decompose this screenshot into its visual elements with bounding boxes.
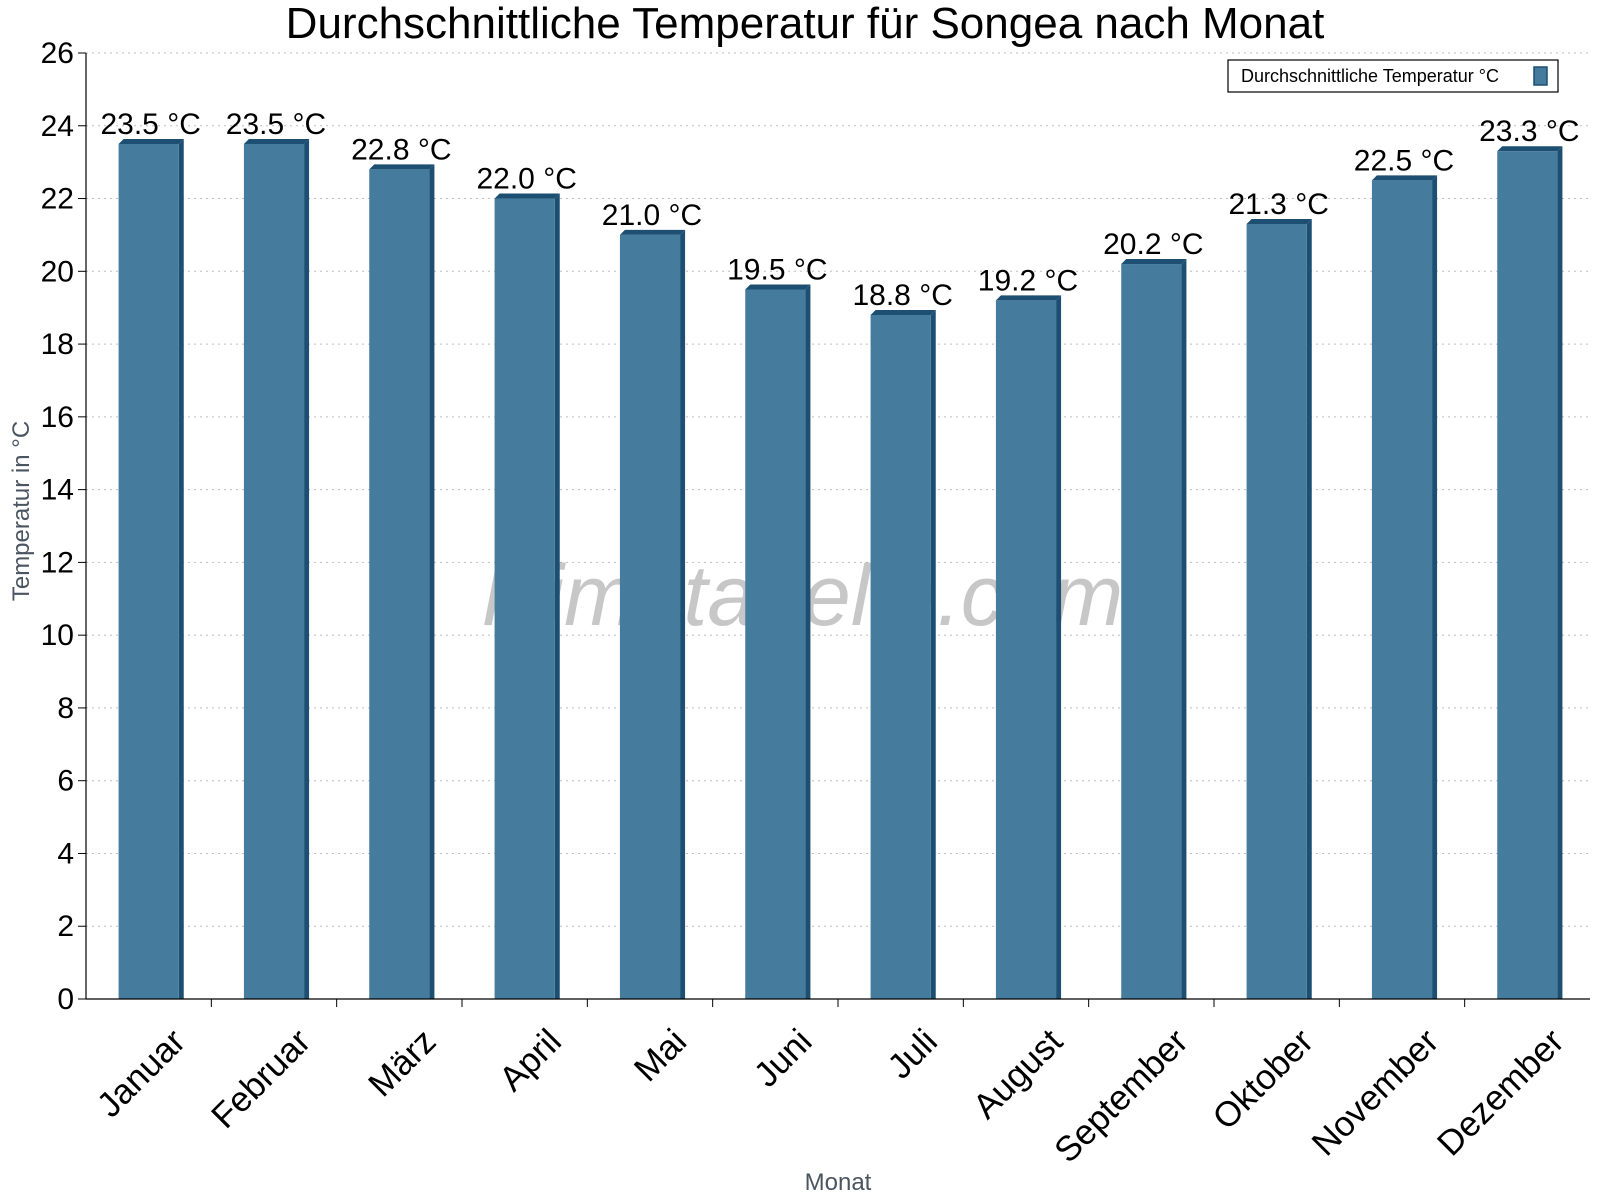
bar: [1121, 264, 1182, 999]
data-label: 23.3 °C: [1479, 115, 1579, 148]
bar-side: [1432, 175, 1438, 999]
y-tick-label: 10: [41, 619, 74, 652]
y-tick-label: 8: [57, 692, 74, 725]
data-label: 19.2 °C: [978, 264, 1078, 297]
bar: [1246, 224, 1307, 999]
bar-top: [745, 284, 811, 290]
bar: [1371, 180, 1433, 999]
legend-box: [1227, 59, 1559, 93]
data-label: 22.0 °C: [476, 163, 576, 196]
bar: [870, 314, 931, 999]
grid-lines: [86, 52, 1590, 927]
bar-top: [1246, 219, 1312, 225]
x-tick-label: Januar: [90, 1021, 193, 1124]
bar: [118, 143, 179, 999]
bar-side: [304, 138, 310, 999]
legend: Durchschnittliche Temperatur °C: [1227, 59, 1559, 93]
y-tick-label: 16: [41, 401, 74, 434]
y-tick-label: 22: [41, 183, 74, 216]
data-label: 22.5 °C: [1354, 144, 1454, 177]
chart-title: Durchschnittliche Temperatur für Songea …: [286, 0, 1325, 48]
x-tick-label: August: [966, 1021, 1071, 1126]
bar: [995, 300, 1057, 999]
y-axis-label: Temperatur in °C: [8, 421, 35, 601]
bar-side: [680, 229, 686, 999]
bar-top: [369, 164, 435, 170]
data-label: 22.8 °C: [351, 133, 451, 166]
bar: [494, 198, 555, 1000]
legend-swatch: [1533, 66, 1548, 86]
bar: [745, 289, 806, 999]
y-tick-label: 14: [41, 474, 74, 507]
bar-top: [1497, 146, 1563, 152]
data-label: 20.2 °C: [1103, 228, 1203, 261]
x-tick-label: Oktober: [1205, 1021, 1321, 1137]
y-tick-label: 26: [41, 37, 74, 70]
legend-label: Durchschnittliche Temperatur °C: [1241, 66, 1499, 86]
bar-side: [178, 138, 184, 999]
x-tick-label: April: [492, 1022, 569, 1099]
y-tick-label: 0: [57, 983, 74, 1016]
data-label: 19.5 °C: [727, 254, 827, 287]
x-tick-label: Februar: [204, 1021, 318, 1135]
x-tick-label: Mai: [627, 1022, 694, 1089]
x-axis-ticks: Januar Februar März April Mai Juni Juli AugustS…: [90, 999, 1572, 1170]
data-label: 23.5 °C: [226, 108, 326, 141]
bar-top: [243, 138, 310, 144]
bar: [243, 143, 305, 999]
bar-side: [1181, 259, 1187, 999]
x-tick-label: Juni: [747, 1022, 820, 1095]
bar-top: [619, 229, 686, 235]
bar-top: [118, 138, 184, 144]
x-tick-label: März: [361, 1022, 444, 1105]
x-tick-label: Juli: [880, 1022, 945, 1087]
bar-top: [1371, 175, 1438, 181]
x-tick-label: November: [1304, 1021, 1446, 1163]
data-label: 21.3 °C: [1228, 188, 1328, 221]
bar: [619, 234, 681, 999]
bar-side: [554, 193, 560, 1000]
bar-side: [1306, 219, 1312, 999]
x-tick-label: Dezember: [1430, 1021, 1572, 1163]
bars: [118, 138, 1563, 1000]
y-tick-label: 6: [57, 765, 74, 798]
y-tick-label: 12: [41, 546, 74, 579]
bar-side: [1557, 146, 1563, 999]
bar-side: [930, 309, 936, 999]
y-tick-label: 2: [57, 910, 74, 943]
x-axis-label: Monat: [805, 1169, 872, 1196]
y-tick-label: 18: [41, 328, 74, 361]
bar-top: [1121, 259, 1187, 265]
bar-top: [494, 193, 560, 199]
bar: [1497, 151, 1558, 999]
bar-top: [995, 295, 1062, 301]
x-tick-label: September: [1047, 1021, 1196, 1170]
data-label: 23.5 °C: [100, 108, 200, 141]
axes: [85, 53, 1590, 1000]
bar-side: [1056, 295, 1062, 999]
y-tick-label: 4: [57, 837, 74, 870]
y-tick-label: 20: [41, 255, 74, 288]
data-label: 18.8 °C: [852, 279, 952, 312]
bar-side: [805, 284, 811, 999]
y-tick-label: 24: [41, 110, 74, 143]
data-label: 21.0 °C: [602, 199, 702, 232]
bar-top: [870, 309, 936, 315]
bar-side: [429, 164, 435, 999]
data-labels: 23.5 °C 23.5 °C 22.8 °C 22.0 °C 21.0 °C 19.5 …: [100, 108, 1579, 312]
bar: [369, 169, 430, 999]
